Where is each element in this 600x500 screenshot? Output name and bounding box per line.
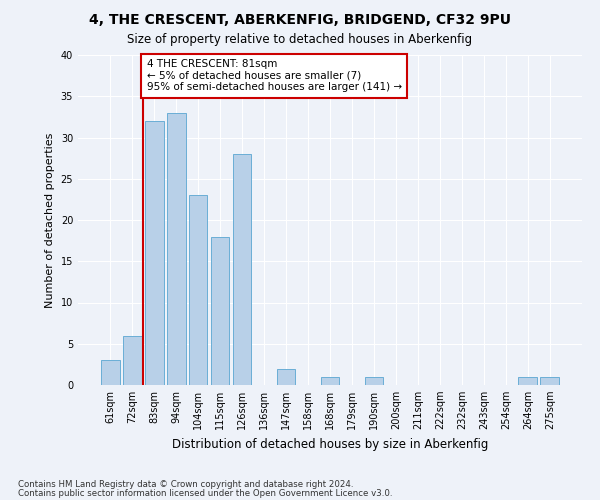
Bar (541, 377, 559, 385)
Bar (518, 377, 537, 385)
Text: Contains public sector information licensed under the Open Government Licence v3: Contains public sector information licen… (18, 489, 392, 498)
Bar (123, 336, 142, 385)
Bar (145, 121, 164, 385)
Bar (233, 154, 251, 385)
Bar (277, 368, 295, 385)
Bar (320, 377, 340, 385)
Text: Size of property relative to detached houses in Aberkenfig: Size of property relative to detached ho… (127, 32, 473, 46)
Bar (167, 113, 185, 385)
Text: 4 THE CRESCENT: 81sqm
← 5% of detached houses are smaller (7)
95% of semi-detach: 4 THE CRESCENT: 81sqm ← 5% of detached h… (146, 59, 401, 92)
Text: 4, THE CRESCENT, ABERKENFIG, BRIDGEND, CF32 9PU: 4, THE CRESCENT, ABERKENFIG, BRIDGEND, C… (89, 12, 511, 26)
Bar (189, 195, 208, 385)
Text: Contains HM Land Registry data © Crown copyright and database right 2024.: Contains HM Land Registry data © Crown c… (18, 480, 353, 489)
Y-axis label: Number of detached properties: Number of detached properties (45, 132, 55, 308)
X-axis label: Distribution of detached houses by size in Aberkenfig: Distribution of detached houses by size … (172, 438, 488, 450)
Bar (211, 236, 229, 385)
Bar (365, 377, 383, 385)
Bar (101, 360, 119, 385)
